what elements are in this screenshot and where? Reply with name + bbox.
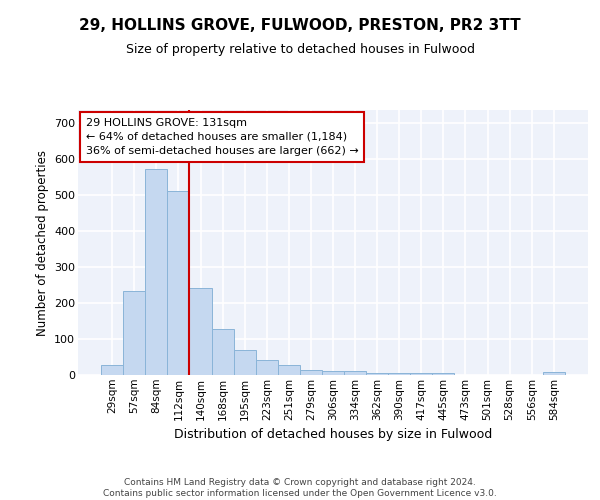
Y-axis label: Number of detached properties: Number of detached properties — [35, 150, 49, 336]
Bar — [388, 373, 410, 375]
Text: 29, HOLLINS GROVE, FULWOOD, PRESTON, PR2 3TT: 29, HOLLINS GROVE, FULWOOD, PRESTON, PR2… — [79, 18, 521, 32]
Bar — [145, 170, 167, 375]
Bar — [190, 288, 212, 375]
X-axis label: Distribution of detached houses by size in Fulwood: Distribution of detached houses by size … — [174, 428, 492, 441]
Bar — [366, 373, 388, 375]
Bar — [256, 360, 278, 375]
Bar — [212, 329, 233, 375]
Bar — [101, 365, 123, 375]
Bar — [433, 373, 454, 375]
Bar — [543, 372, 565, 375]
Text: Contains HM Land Registry data © Crown copyright and database right 2024.
Contai: Contains HM Land Registry data © Crown c… — [103, 478, 497, 498]
Bar — [410, 373, 433, 375]
Bar — [167, 191, 190, 375]
Bar — [278, 366, 300, 375]
Bar — [233, 350, 256, 375]
Bar — [322, 372, 344, 375]
Bar — [300, 370, 322, 375]
Text: 29 HOLLINS GROVE: 131sqm
← 64% of detached houses are smaller (1,184)
36% of sem: 29 HOLLINS GROVE: 131sqm ← 64% of detach… — [86, 118, 358, 156]
Text: Size of property relative to detached houses in Fulwood: Size of property relative to detached ho… — [125, 42, 475, 56]
Bar — [123, 292, 145, 375]
Bar — [344, 372, 366, 375]
